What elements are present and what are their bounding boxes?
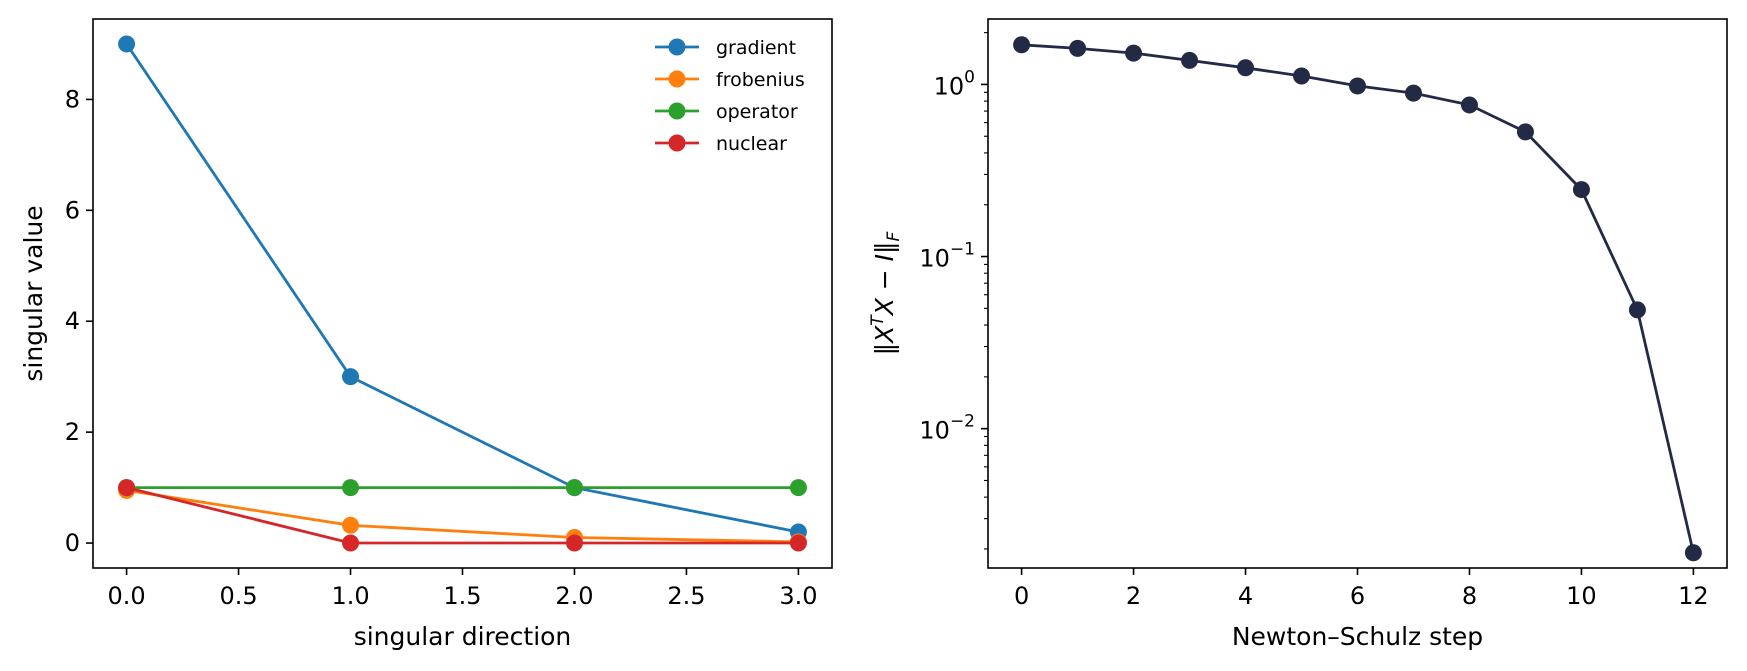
y-axis-label: ‖XTX − I‖F [868,231,904,355]
series-line [1021,43,1695,554]
y-label-sub: F [884,231,904,241]
data-point-nuclear [565,534,583,552]
legend-swatch-marker [668,134,686,152]
legend-swatch-marker [668,38,686,56]
y-label-sup: T [868,314,888,326]
series-operator [118,479,807,497]
data-point-gradient [342,368,360,386]
y-tick-label: 2 [65,418,80,446]
legend-swatch-marker [668,102,686,120]
legend-item-operator: operator [655,101,798,123]
y-tick-base: 10 [919,417,950,445]
series-line-frobenius [126,489,799,544]
x-axis-label: Newton–Schulz step [1232,622,1483,651]
legend-label: operator [716,101,798,123]
y-tick-label: 100 [934,67,975,100]
data-point [1237,59,1255,77]
data-point [1460,96,1478,114]
x-tick-label: 4 [1238,582,1253,610]
data-point [1404,84,1422,102]
x-tick-label: 2.5 [667,582,705,610]
y-label-mid: X − I‖ [870,241,899,317]
legend: gradient frobenius operator nuclear [655,37,805,155]
y-tick-base: 10 [919,245,950,273]
x-tick-label: 1.0 [331,582,369,610]
x-axis-ticks: 0 2 4 6 8 10 12 [1014,568,1709,610]
x-tick-label: 6 [1350,582,1365,610]
legend-label: frobenius [716,69,805,91]
data-point [1069,39,1087,57]
data-point [1516,123,1534,141]
x-tick-label: 8 [1462,582,1477,610]
series-gradient [118,35,807,541]
x-tick-label: 0 [1014,582,1029,610]
series-frobenius [118,481,807,551]
series-residual [1013,36,1702,562]
x-tick-label: 2 [1126,582,1141,610]
data-point [1293,67,1311,85]
axes-frame [987,18,1728,569]
data-point-operator [565,479,583,497]
x-tick-label: 0.0 [108,582,146,610]
data-point-gradient [118,35,136,53]
chart-singular-values: 0.0 0.5 1.0 1.5 2.0 2.5 3.0 0 2 4 6 8 singular dir… [19,18,833,651]
data-point-nuclear [118,479,136,497]
series-nuclear [118,479,807,552]
y-tick-label: 10−2 [919,412,975,445]
x-tick-label: 2.0 [555,582,593,610]
legend-label: gradient [716,37,796,59]
data-point-frobenius [342,516,360,534]
data-point [1572,181,1590,199]
y-label-lhs: ‖X [870,325,899,356]
data-point [1349,77,1366,95]
data-point [1181,51,1199,69]
data-point-operator [789,479,807,497]
y-tick-label: 4 [65,307,80,335]
data-point-nuclear [789,534,807,552]
legend-swatch-marker [668,70,686,88]
data-point [1013,36,1031,54]
x-tick-label: 12 [1678,582,1709,610]
y-axis-label: singular value [19,205,48,381]
y-tick-exponent: −1 [950,240,975,260]
y-axis-ticks: 0 2 4 6 8 [65,85,93,557]
data-point-operator [342,479,360,497]
y-tick-exponent: 0 [964,67,975,87]
data-point-nuclear [342,534,360,552]
legend-label: nuclear [716,133,787,155]
data-point [1628,301,1646,319]
legend-item-gradient: gradient [655,37,796,59]
y-tick-label: 8 [65,85,80,113]
y-tick-exponent: −2 [950,412,975,432]
plot-area [118,35,807,552]
y-tick-label: 0 [65,529,80,557]
legend-item-frobenius: frobenius [655,69,805,91]
y-tick-label: 10−1 [919,240,975,273]
x-tick-label: 0.5 [219,582,257,610]
x-tick-label: 1.5 [443,582,481,610]
data-point [1684,544,1702,562]
x-axis-label: singular direction [354,622,572,651]
y-tick-base: 10 [934,72,965,100]
series-line-gradient [125,43,799,534]
data-point [1125,44,1143,62]
x-tick-label: 10 [1566,582,1597,610]
plot-area [1013,36,1702,562]
legend-item-nuclear: nuclear [655,133,787,155]
x-tick-label: 3.0 [779,582,817,610]
series-line-nuclear [126,486,799,545]
y-tick-label: 6 [65,196,80,224]
x-axis-ticks: 0.0 0.5 1.0 1.5 2.0 2.5 3.0 [108,568,817,610]
